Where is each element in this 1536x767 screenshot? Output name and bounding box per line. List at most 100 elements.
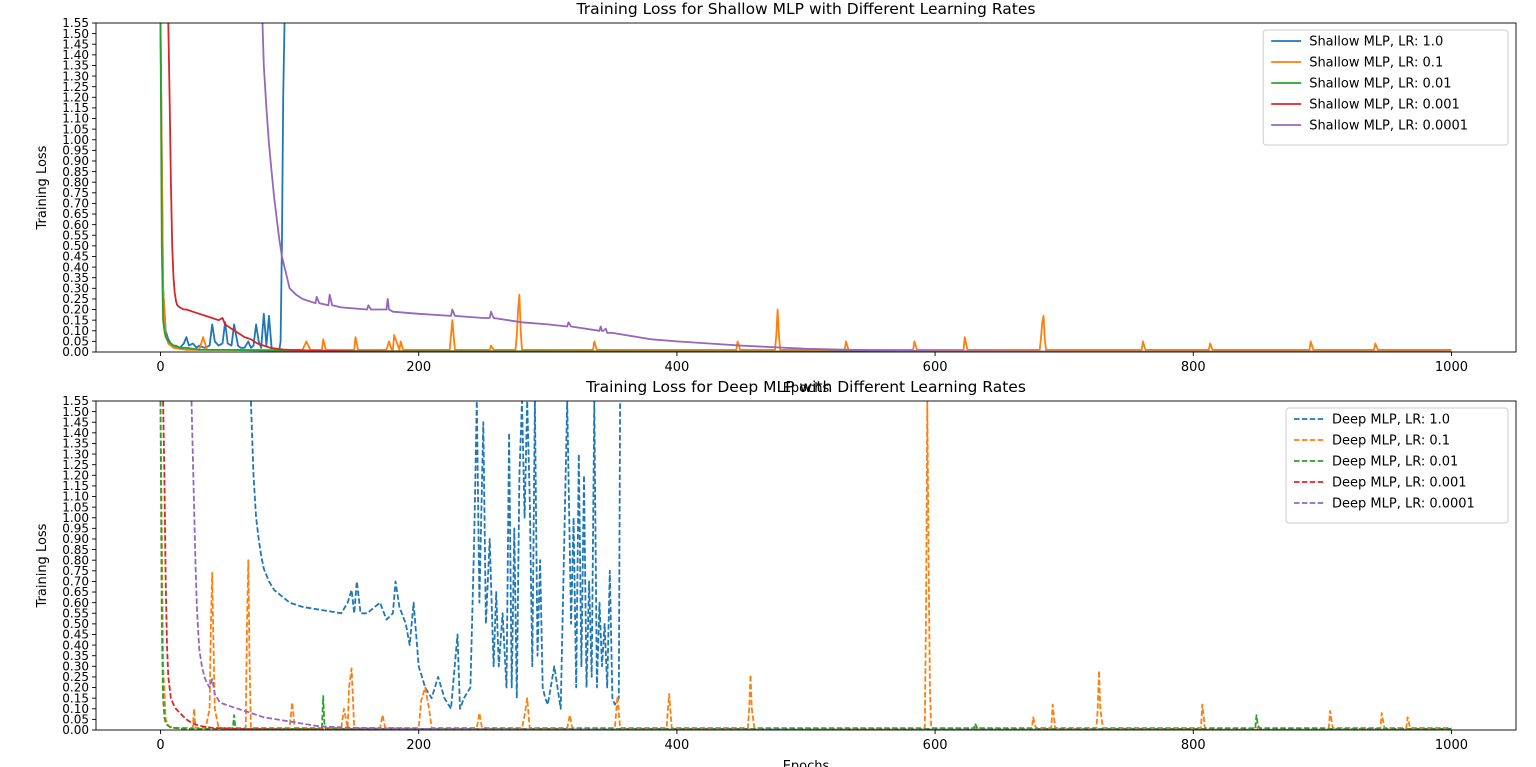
y-tick-label: 0.10 (62, 324, 89, 338)
y-tick-label: 0.40 (62, 638, 89, 652)
y-tick-label: 1.15 (62, 101, 89, 115)
chart-title: Training Loss for Shallow MLP with Diffe… (576, 0, 1036, 18)
y-tick-label: 0.10 (62, 702, 89, 716)
y-tick-label: 0.55 (62, 228, 89, 242)
y-tick-label: 0.70 (62, 575, 89, 589)
y-tick-label: 0.30 (62, 660, 89, 674)
y-tick-label: 0.20 (62, 303, 89, 317)
y-tick-label: 1.15 (62, 479, 89, 493)
y-tick-label: 1.00 (62, 133, 89, 147)
y-tick-label: 0.40 (62, 260, 89, 274)
axes-frame (95, 400, 1517, 731)
y-tick-label: 1.45 (62, 415, 89, 429)
y-tick-label: 0.90 (62, 532, 89, 546)
y-tick-label: 1.40 (62, 48, 89, 62)
y-tick-label: 1.45 (62, 37, 89, 51)
y-tick-label: 0.50 (62, 239, 89, 253)
y-tick-label: 1.20 (62, 468, 89, 482)
series-line-2 (159, 401, 1452, 730)
y-tick-label: 1.55 (62, 16, 89, 30)
y-tick-label: 0.75 (62, 186, 89, 200)
x-tick-label: 800 (1181, 738, 1206, 753)
legend-entry: Shallow MLP, LR: 0.0001 (1309, 119, 1468, 134)
y-tick-label: 0.50 (62, 617, 89, 631)
series-line-4 (190, 401, 1452, 730)
y-tick-label: 1.55 (62, 394, 89, 408)
series-line-4 (261, 23, 1452, 352)
y-tick-label: 0.30 (62, 282, 89, 296)
y-tick-label: 0.05 (62, 335, 89, 349)
legend-entry: Shallow MLP, LR: 0.1 (1309, 56, 1443, 71)
y-tick-label: 0.85 (62, 165, 89, 179)
legend-entry: Deep MLP, LR: 0.0001 (1332, 497, 1475, 512)
legend-box (1285, 407, 1509, 524)
series-line-1 (159, 401, 1452, 729)
y-tick-label: 0.35 (62, 271, 89, 285)
series-line-2 (159, 23, 1452, 352)
legend-entry: Deep MLP, LR: 1.0 (1332, 413, 1450, 428)
y-tick-label: 1.00 (62, 511, 89, 525)
x-tick-label: 0 (156, 360, 164, 375)
y-tick-label: 1.50 (62, 405, 89, 419)
x-tick-label: 400 (664, 738, 689, 753)
y-tick-label: 0.95 (62, 144, 89, 158)
y-tick-label: 0.00 (62, 345, 89, 359)
y-tick-label: 1.05 (62, 122, 89, 136)
y-tick-label: 0.45 (62, 628, 89, 642)
y-tick-label: 0.70 (62, 197, 89, 211)
y-tick-label: 0.75 (62, 564, 89, 578)
y-tick-label: 0.15 (62, 691, 89, 705)
y-tick-label: 0.65 (62, 207, 89, 221)
y-tick-label: 0.65 (62, 585, 89, 599)
series-group (159, 401, 1452, 730)
y-tick-label: 0.80 (62, 553, 89, 567)
y-tick-label: 1.20 (62, 90, 89, 104)
x-tick-label: 1000 (1435, 360, 1468, 375)
y-tick-label: 0.95 (62, 522, 89, 536)
y-tick-label: 1.30 (62, 447, 89, 461)
y-tick-label: 1.35 (62, 437, 89, 451)
x-tick-label: 600 (923, 738, 948, 753)
series-line-0 (250, 401, 621, 710)
series-group (159, 23, 1452, 352)
y-tick-label: 1.40 (62, 426, 89, 440)
y-tick-label: 1.35 (62, 59, 89, 73)
legend: Shallow MLP, LR: 1.0 Shallow MLP, LR: 0.1… (1262, 29, 1509, 146)
x-tick-label: 0 (156, 738, 164, 753)
legend-entry: Shallow MLP, LR: 0.01 (1309, 77, 1451, 92)
y-axis-label: Training Loss (35, 523, 50, 608)
x-tick-label: 400 (664, 360, 689, 375)
y-tick-label: 1.30 (62, 69, 89, 83)
y-tick-label: 0.25 (62, 292, 89, 306)
legend-box (1262, 29, 1509, 146)
y-tick-label: 0.80 (62, 175, 89, 189)
x-tick-label: 800 (1181, 360, 1206, 375)
y-tick-label: 1.50 (62, 27, 89, 41)
chart-panel-1: 0 200 400 600 800 1000 0.000.050.100.150.200.2… (35, 378, 1517, 767)
series-line-3 (162, 401, 1452, 730)
y-tick-label: 1.10 (62, 112, 89, 126)
axes-frame (95, 22, 1517, 353)
y-tick-label: 0.00 (62, 723, 89, 737)
x-tick-label: 600 (923, 360, 948, 375)
y-tick-label: 0.85 (62, 543, 89, 557)
y-tick-label: 0.15 (62, 313, 89, 327)
series-line-0 (159, 23, 286, 351)
y-tick-label: 1.25 (62, 80, 89, 94)
y-tick-label: 1.05 (62, 500, 89, 514)
y-tick-label: 0.90 (62, 154, 89, 168)
y-tick-label: 0.25 (62, 670, 89, 684)
chart-title: Training Loss for Deep MLP with Differen… (585, 378, 1026, 396)
series-line-1 (159, 23, 1452, 351)
x-tick-label: 1000 (1435, 738, 1468, 753)
y-tick-label: 0.60 (62, 218, 89, 232)
x-axis-label: Epochs (783, 759, 830, 767)
legend: Deep MLP, LR: 1.0 Deep MLP, LR: 0.1 Deep M… (1285, 407, 1509, 524)
x-axis-label: Epochs (783, 381, 830, 396)
legend-entry: Deep MLP, LR: 0.001 (1332, 476, 1467, 491)
y-tick-label: 0.05 (62, 713, 89, 727)
y-axis-label: Training Loss (35, 145, 50, 230)
y-tick-label: 0.45 (62, 250, 89, 264)
legend-entry: Shallow MLP, LR: 1.0 (1309, 35, 1443, 50)
